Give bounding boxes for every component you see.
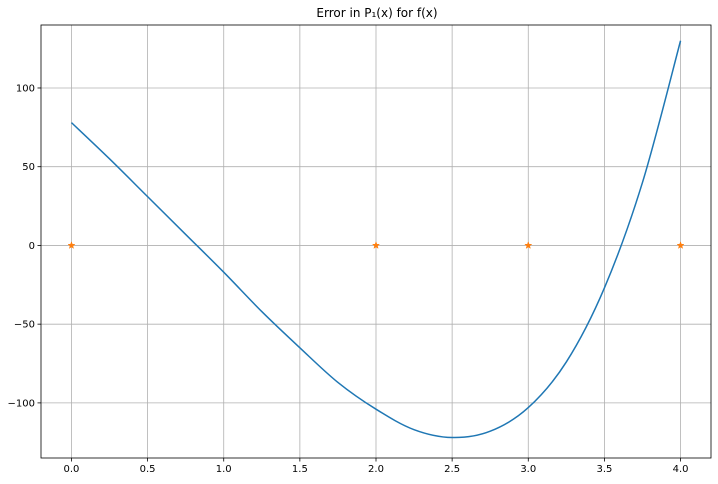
y-tick-label: 0	[29, 241, 35, 252]
x-tick-label: 0.0	[64, 464, 80, 475]
x-tick-label: 0.5	[140, 464, 156, 475]
x-tick-label: 1.5	[292, 464, 308, 475]
data-point-marker	[676, 241, 685, 249]
data-point-marker	[524, 241, 533, 249]
x-tick-label: 1.0	[216, 464, 232, 475]
x-tick-label: 2.0	[368, 464, 384, 475]
y-tick-label: −100	[8, 398, 35, 409]
y-tick-label: −50	[14, 320, 35, 331]
x-tick-label: 4.0	[673, 464, 689, 475]
chart-title: Error in P₁(x) for f(x)	[316, 6, 437, 20]
y-tick-label: 50	[22, 162, 35, 173]
y-tick-label: 100	[16, 83, 35, 94]
ticks: 0.0 0.5 1.0 1.5 2.0 2.5 3.0 3.5 4.0 −100 −50 0 50 100	[8, 83, 689, 475]
series-line	[70, 40, 682, 439]
x-tick-label: 3.5	[596, 464, 612, 475]
series-layer	[67, 40, 685, 439]
data-point-marker	[371, 241, 381, 249]
x-tick-label: 3.0	[520, 464, 536, 475]
data-point-marker	[67, 241, 76, 249]
x-tick-label: 2.5	[444, 464, 460, 475]
